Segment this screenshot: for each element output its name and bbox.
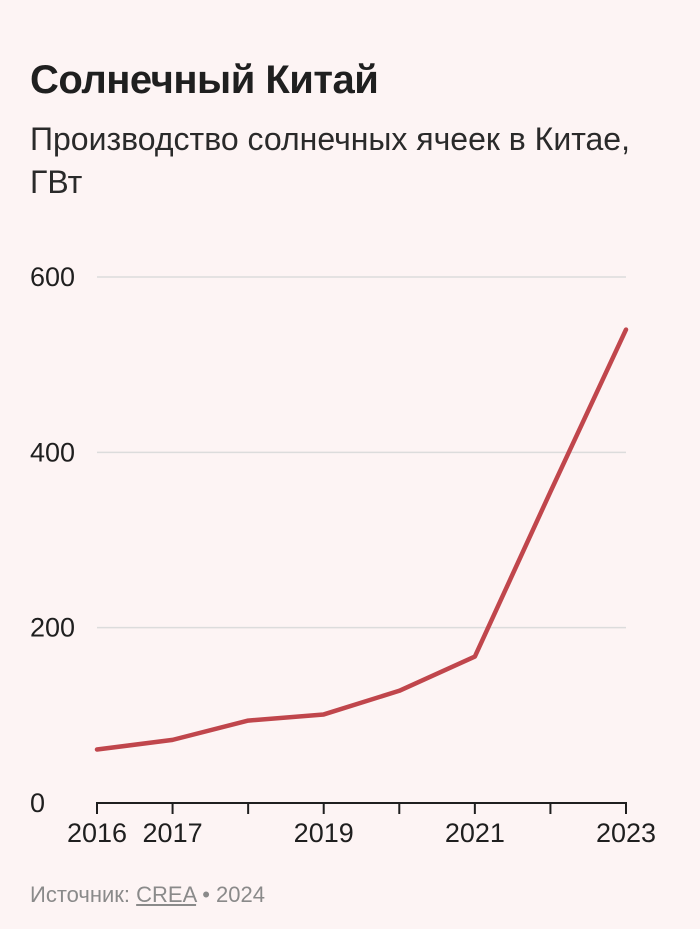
source-link[interactable]: CREA (136, 882, 197, 907)
source-year: 2024 (216, 882, 265, 907)
series (94, 327, 629, 752)
x-tick-label: 2017 (143, 818, 203, 848)
y-axis-ticks: 0 200 400 600 (30, 262, 75, 818)
x-tick-label: 2016 (67, 818, 127, 848)
source-label: Источник: (30, 882, 131, 907)
x-axis: 2016 2017 2019 2021 2023 (67, 802, 656, 848)
source-separator: • (202, 882, 210, 907)
y-tick-label: 0 (30, 788, 45, 818)
chart-title: Солнечный Китай (30, 58, 379, 102)
x-tick-label: 2021 (445, 818, 505, 848)
y-tick-label: 200 (30, 613, 75, 643)
y-tick-label: 400 (30, 437, 75, 467)
series-line (94, 327, 629, 752)
gridlines (97, 276, 626, 629)
y-tick-label: 600 (30, 262, 75, 292)
x-tick-label: 2019 (294, 818, 354, 848)
source-note: Источник: CREA • 2024 (30, 882, 265, 908)
x-tick-label: 2023 (596, 818, 656, 848)
chart-subtitle: Производство солнечных ячеек в Китае, ГВ… (30, 121, 630, 200)
